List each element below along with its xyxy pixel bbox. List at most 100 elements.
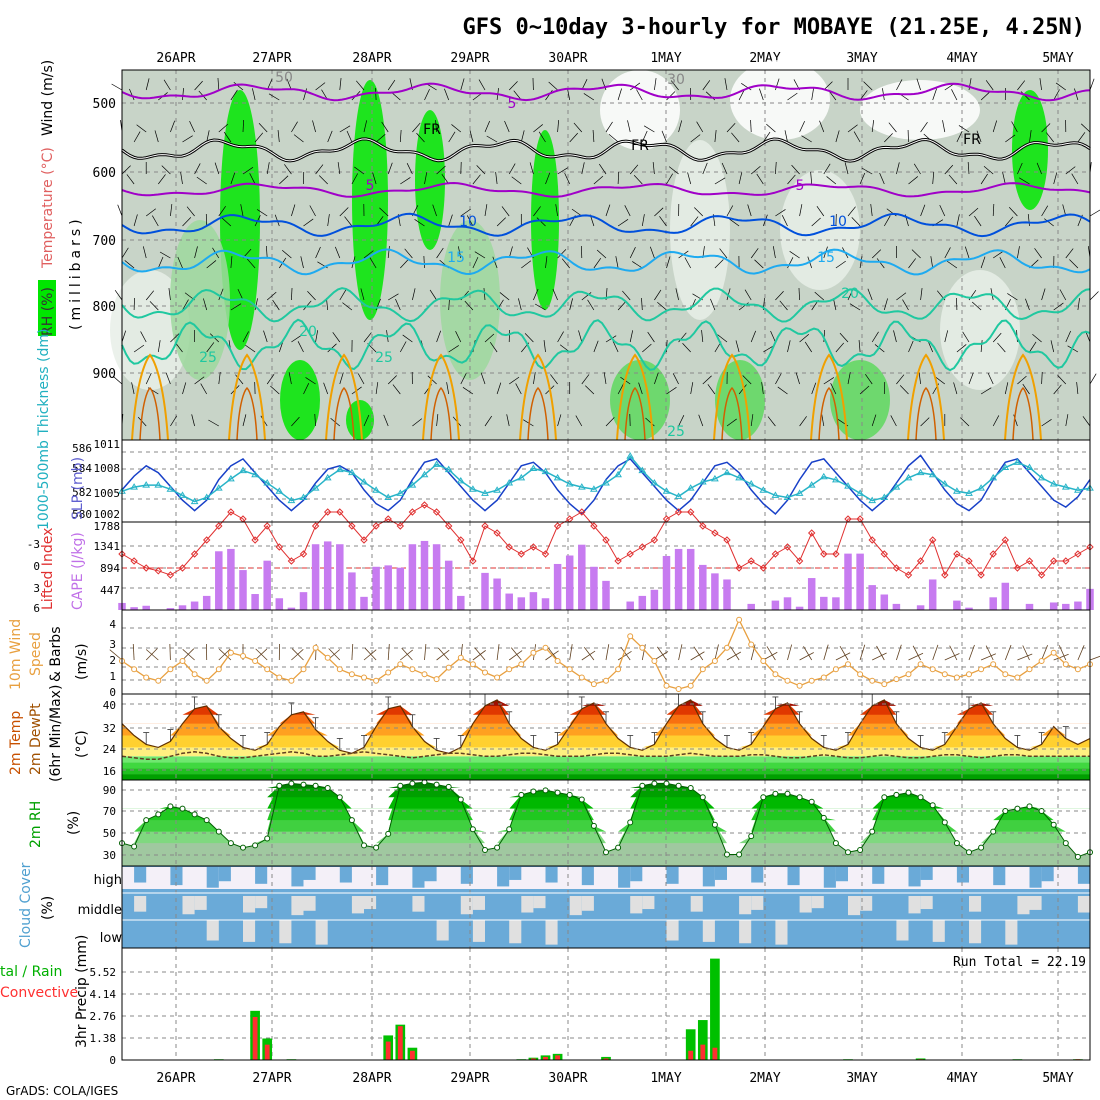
cloud-middle-gap	[642, 896, 655, 910]
upper-barb	[717, 334, 728, 343]
upper-barb	[962, 331, 970, 343]
upper-barb	[763, 345, 774, 353]
thickness-point	[650, 479, 659, 486]
upper-barb	[339, 207, 349, 217]
cape-bar	[686, 548, 695, 610]
contour-35-bump	[1012, 386, 1034, 441]
thickness-point	[372, 486, 380, 493]
top-date-3MAY: 3MAY	[846, 51, 877, 66]
upper-barb	[327, 214, 330, 227]
upper-barb	[400, 177, 411, 185]
rh-area-17	[170, 220, 230, 380]
lifted-index-point	[517, 550, 526, 558]
upper-barb	[939, 204, 946, 217]
cape-bar	[711, 573, 719, 610]
rh-point	[663, 780, 670, 787]
upper-barb	[533, 288, 539, 301]
thickness-point	[953, 487, 961, 494]
upper-barb	[557, 249, 567, 259]
thickness-point	[178, 491, 187, 498]
rh-point	[288, 780, 295, 787]
upper-barb	[567, 88, 571, 101]
wind-speed-point	[179, 658, 186, 664]
cloud-level-low: low	[100, 931, 123, 946]
wind-speed-point	[687, 682, 694, 689]
rh-point	[893, 791, 900, 798]
thickness-point	[662, 487, 671, 494]
ylabel-wind-unit: (m/s)	[74, 643, 90, 680]
cape-bar	[989, 597, 997, 610]
cloud-high-block	[956, 867, 969, 883]
rh-point	[627, 819, 634, 826]
rh-point	[506, 826, 513, 833]
upper-barb	[913, 163, 921, 175]
cloud-high-block	[823, 867, 836, 888]
rh-layer-1	[122, 782, 1090, 844]
contour-label-5: 15	[447, 250, 465, 266]
wind-speed-point	[240, 653, 246, 660]
precip-total-bar	[697, 1020, 708, 1060]
thickness-point	[251, 470, 259, 478]
wind-speed-point	[699, 666, 706, 673]
upper-barb	[1053, 89, 1060, 101]
upper-barb	[460, 78, 465, 91]
lifted-index-point	[444, 522, 453, 530]
wind-speed-point	[736, 616, 743, 623]
upper-barb	[457, 246, 462, 259]
rh-point	[300, 781, 307, 788]
upper-barb	[573, 122, 583, 133]
precip-convective-bar	[603, 1058, 609, 1060]
cloud-low-gap	[896, 920, 909, 941]
upper-barb	[145, 78, 150, 91]
upper-barb	[552, 288, 558, 301]
thickness-point	[771, 491, 780, 498]
ylabel-minmax: (6hr Min/Max)	[48, 685, 64, 782]
thickness-point	[674, 492, 683, 499]
lifted-index-point	[541, 550, 550, 558]
cloud-high-block	[339, 867, 352, 883]
upper-barb	[698, 414, 704, 427]
wind-barb	[980, 653, 996, 661]
upper-barb	[951, 89, 958, 101]
upper-barb	[742, 375, 752, 385]
thickness-point	[469, 485, 477, 492]
upper-barb	[1050, 340, 1055, 353]
thickness-point	[541, 467, 550, 475]
upper-barb	[726, 418, 737, 427]
contour-label-13: FR	[631, 138, 649, 154]
cloud-high-block	[206, 867, 219, 888]
upper-barb	[908, 258, 917, 269]
contour-30-bump	[422, 353, 460, 441]
contour-30-bump	[713, 353, 751, 441]
wind-barb	[823, 644, 829, 661]
lifted-index-point	[626, 550, 634, 558]
upper-barb	[1065, 330, 1072, 343]
pressure-tick-600: 600	[93, 166, 116, 181]
upper-barb	[756, 173, 764, 185]
upper-barb	[1011, 121, 1018, 133]
upper-barb	[847, 288, 854, 301]
upper-barb	[888, 122, 897, 133]
lifted-index-point	[578, 508, 586, 516]
upper-barb	[472, 174, 481, 185]
upper-barb	[448, 131, 456, 143]
upper-barb	[770, 330, 776, 343]
upper-barb	[254, 298, 258, 311]
cloud-level-high: high	[94, 873, 122, 888]
upper-barb	[451, 124, 462, 133]
top-date-27APR: 27APR	[252, 51, 291, 66]
lifted-index-point	[977, 571, 985, 579]
upper-barb	[612, 340, 619, 353]
dewpoint-line	[121, 751, 1090, 760]
pressure-tick-900: 900	[93, 367, 116, 382]
contour-35-bump	[236, 386, 258, 441]
rh-area-12	[280, 360, 320, 440]
upper-barb	[158, 174, 166, 185]
upper-barb	[412, 122, 421, 133]
upper-barb	[908, 340, 914, 353]
lifted-index-point	[941, 571, 949, 579]
upper-barb	[1032, 334, 1042, 343]
upper-barb	[750, 248, 759, 259]
cloud-low-gap	[279, 920, 292, 944]
upper-barb	[1065, 248, 1074, 259]
